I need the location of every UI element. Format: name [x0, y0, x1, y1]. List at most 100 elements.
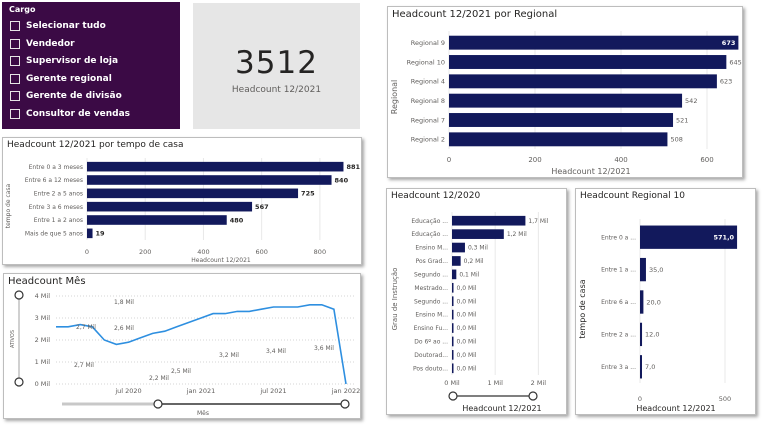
y-axis-title: tempo de casa [5, 183, 12, 228]
x-tick-label: jan 2021 [186, 387, 216, 395]
data-label: 0,0 Mil [457, 365, 477, 372]
regional-chart-card[interactable]: Headcount 12/2021 por Regional Regional … [387, 6, 743, 178]
x-tick-label: 200 [139, 248, 151, 256]
x-tick-label: 2 Mil [531, 379, 547, 387]
bar [87, 228, 93, 239]
bar [452, 215, 526, 226]
kpi-label: Headcount 12/2021 [231, 85, 322, 95]
bar [640, 225, 738, 249]
data-label: 881 [346, 163, 360, 171]
data-label: 12,0 [645, 331, 659, 339]
data-label: 2,7 Mil [74, 362, 94, 369]
slicer-item-selecionar-tudo[interactable]: Selecionar tudo [10, 19, 106, 33]
grau-chart-card[interactable]: Headcount 12/2020 Grau de Instrução Head… [386, 188, 567, 415]
x-range-slider-handle-right[interactable] [340, 399, 350, 409]
x-tick-label: 1 Mil [487, 379, 503, 387]
checkbox[interactable] [10, 56, 20, 66]
y-tick-label: Doutorad... [414, 352, 448, 359]
bar [87, 215, 227, 225]
bar [449, 35, 739, 50]
data-label: 2,6 Mil [114, 325, 134, 332]
checkbox[interactable] [10, 74, 20, 84]
data-label: 35,0 [649, 266, 663, 274]
data-label: 3,6 Mil [314, 345, 334, 352]
data-label: 508 [670, 136, 682, 144]
checkbox[interactable] [10, 39, 20, 49]
bar [452, 296, 454, 307]
slicer-item-gerente-regional[interactable]: Gerente regional [10, 72, 112, 86]
y-tick-label: Regional 8 [411, 97, 445, 105]
bar [449, 74, 717, 89]
y-tick-label: Educação ... [411, 231, 448, 238]
x-tick-label: 800 [314, 248, 326, 256]
bar [452, 323, 454, 333]
x-tick-label: 0 [85, 248, 89, 256]
data-label: 1,2 Mil [507, 231, 527, 238]
checkbox[interactable] [10, 21, 20, 31]
data-label: 2,5 Mil [171, 368, 191, 375]
x-tick-label: 400 [197, 248, 209, 256]
y-tick-label: Mais de que 5 anos [25, 230, 83, 237]
x-tick-label: 0 [638, 395, 642, 403]
chart-title: Headcount Regional 10 [580, 191, 685, 201]
reg10-chart-card[interactable]: Headcount Regional 10 tempo de casa Head… [575, 188, 756, 415]
data-label: 1,8 Mil [114, 299, 134, 306]
data-label: 521 [676, 116, 688, 124]
y-tick-label: Regional 10 [407, 58, 445, 66]
y-tick-label: Regional 7 [411, 116, 445, 124]
bar [452, 350, 454, 360]
bar [87, 175, 332, 185]
data-label: 0,3 Mil [468, 245, 488, 252]
y-tick-label: 0 Mil [35, 380, 51, 388]
y-range-slider-handle-top[interactable] [14, 290, 24, 300]
bar [87, 188, 299, 199]
bar [640, 290, 644, 314]
bar [87, 161, 344, 172]
x-tick-label: jan 2022 [331, 387, 360, 395]
data-label: 645 [729, 58, 741, 66]
data-label: 542 [685, 97, 697, 105]
slicer-item-consultor[interactable]: Consultor de vendas [10, 107, 130, 121]
y-tick-label: Ensino M... [415, 245, 448, 252]
bar [452, 269, 457, 280]
x-range-slider-handle-right[interactable] [528, 391, 538, 401]
x-tick-label: 400 [614, 156, 627, 164]
bar [452, 363, 454, 374]
y-tick-label: 1 Mil [35, 358, 51, 366]
y-tick-label: Entre 2 a ... [601, 332, 636, 339]
y-tick-label: Ensino M... [415, 312, 448, 319]
slicer-item-label: Selecionar tudo [26, 21, 106, 31]
chart-title: Headcount Mês [8, 276, 86, 287]
data-label: 20,0 [646, 298, 660, 306]
checkbox[interactable] [10, 91, 20, 101]
x-tick-label: 200 [528, 156, 541, 164]
x-tick-label: 500 [719, 395, 731, 403]
slicer-item-label: Gerente de divisão [26, 91, 122, 101]
bar [452, 256, 461, 266]
data-label: 480 [230, 216, 244, 224]
y-tick-label: Regional 9 [411, 39, 445, 47]
y-tick-label: Pos douto... [413, 365, 448, 372]
tempo-chart-card[interactable]: Headcount 12/2021 por tempo de casa temp… [2, 137, 362, 265]
data-label: 0,0 Mil [457, 339, 477, 346]
headcount-kpi-card[interactable]: 3512 Headcount 12/2021 [193, 3, 360, 129]
tempo-bar-chart: tempo de casa Headcount 12/2021 0 200 400 6… [5, 158, 361, 264]
data-label: 0,0 Mil [457, 325, 477, 332]
y-tick-label: 2 Mil [35, 336, 51, 344]
checkbox[interactable] [10, 109, 20, 119]
data-label: 2,7 Mil [76, 324, 96, 331]
slicer-item-vendedor[interactable]: Vendedor [10, 37, 75, 51]
slicer-item-gerente-divisao[interactable]: Gerente de divisão [10, 89, 122, 103]
slicer-item-supervisor[interactable]: Supervisor de loja [10, 54, 118, 68]
x-axis-title: Mês [197, 410, 209, 417]
data-label: 567 [255, 203, 269, 211]
x-range-slider-handle-left[interactable] [448, 391, 458, 401]
y-tick-label: Do 6º ao ... [414, 339, 448, 346]
data-label: 0,1 Mil [459, 271, 479, 278]
x-range-slider-handle-left[interactable] [153, 399, 163, 409]
data-label: 7,0 [645, 363, 655, 371]
x-axis-title: Headcount 12/2021 [636, 404, 715, 413]
data-label: 725 [301, 190, 315, 198]
mes-chart-card[interactable]: Headcount Mês ATIVOS Mês 0 Mil 1 Mil 2 Mil… [3, 273, 361, 419]
y-range-slider-handle-bottom[interactable] [14, 377, 24, 387]
